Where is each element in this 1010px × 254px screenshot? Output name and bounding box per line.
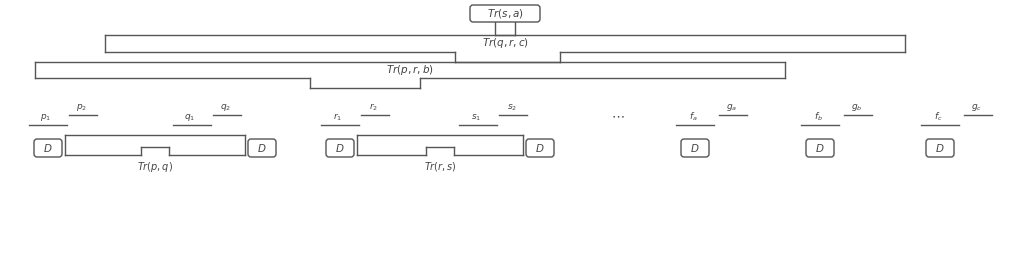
Text: $\cdots$: $\cdots$ [611,109,625,122]
FancyBboxPatch shape [526,139,554,157]
FancyBboxPatch shape [34,139,62,157]
Text: $f_a$: $f_a$ [689,110,697,123]
Text: $D$: $D$ [43,142,53,154]
FancyBboxPatch shape [681,139,709,157]
Text: $f_c$: $f_c$ [933,110,942,123]
Text: $g_c$: $g_c$ [972,102,983,113]
Text: $Tr(p,q)$: $Tr(p,q)$ [137,160,173,174]
Text: $D$: $D$ [335,142,344,154]
Text: $f_b$: $f_b$ [813,110,822,123]
Text: $D$: $D$ [815,142,825,154]
Text: $D$: $D$ [535,142,544,154]
Text: $p_2$: $p_2$ [77,102,88,113]
FancyBboxPatch shape [806,139,834,157]
Text: $D$: $D$ [690,142,700,154]
Text: $D$: $D$ [258,142,267,154]
Text: $q_1$: $q_1$ [185,112,196,123]
FancyBboxPatch shape [248,139,276,157]
Text: $D$: $D$ [935,142,944,154]
Text: $Tr(r,s)$: $Tr(r,s)$ [423,160,457,173]
Text: $Tr(p,r,b)$: $Tr(p,r,b)$ [386,63,434,77]
FancyBboxPatch shape [326,139,354,157]
Text: $g_b$: $g_b$ [851,102,863,113]
FancyBboxPatch shape [926,139,954,157]
Text: $p_1$: $p_1$ [40,112,52,123]
Text: $r_2$: $r_2$ [370,102,379,113]
Text: $s_2$: $s_2$ [507,103,517,113]
Text: $Tr(s,a)$: $Tr(s,a)$ [487,7,523,20]
Text: $q_2$: $q_2$ [220,102,231,113]
Text: $Tr(q,r,c)$: $Tr(q,r,c)$ [482,36,528,50]
Text: $g_a$: $g_a$ [726,102,737,113]
Text: $r_1$: $r_1$ [333,112,342,123]
FancyBboxPatch shape [470,5,540,22]
Text: $s_1$: $s_1$ [471,113,481,123]
